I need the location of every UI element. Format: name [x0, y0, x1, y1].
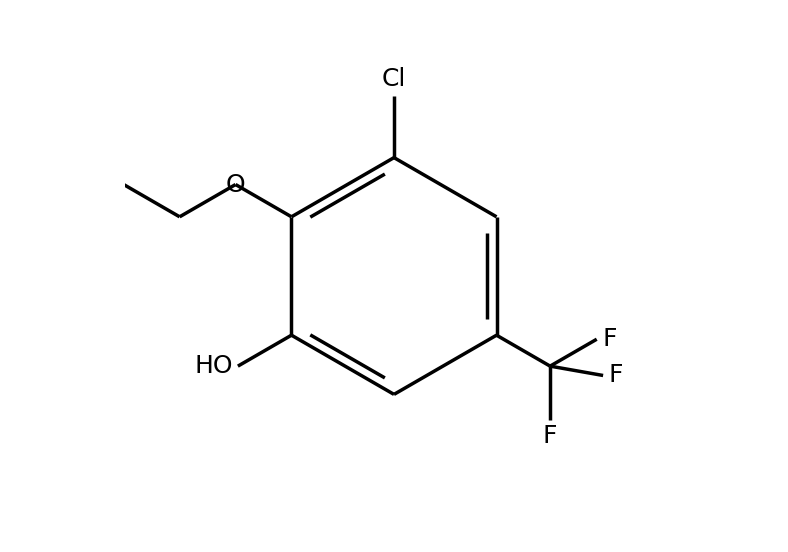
Text: F: F [602, 327, 616, 351]
Text: O: O [225, 173, 245, 197]
Text: F: F [543, 424, 557, 448]
Text: HO: HO [194, 354, 232, 378]
Text: F: F [608, 363, 623, 388]
Text: Cl: Cl [382, 67, 406, 92]
